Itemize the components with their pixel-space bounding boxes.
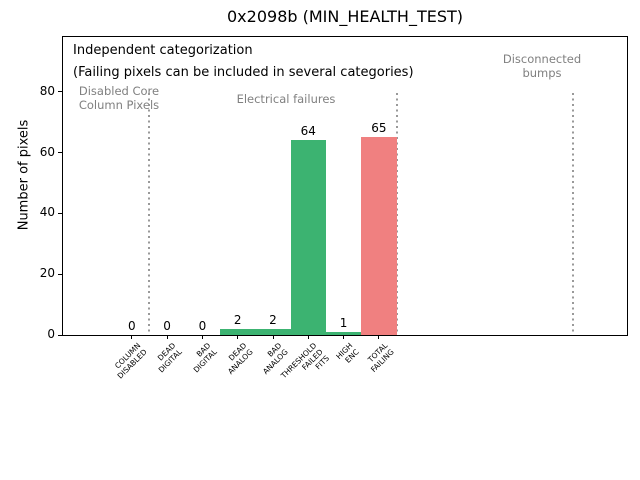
y-tick-label: 0 — [47, 327, 55, 341]
bar — [325, 331, 362, 335]
y-tick-mark — [58, 91, 62, 93]
plot-area: 0 COLUMN DISABLED 0 DEAD DIGITAL 0 BAD DIGITA… — [40, 36, 628, 380]
bar-value-label: 1 — [339, 315, 348, 330]
bar-value-label: 64 — [300, 124, 316, 139]
y-tick-mark — [58, 334, 62, 336]
bar — [361, 137, 397, 335]
x-tick-mark — [166, 335, 168, 339]
region-label-disconnected-bumps: Disconnected bumps — [502, 52, 582, 80]
bar-value-label: 65 — [371, 121, 387, 136]
bar — [220, 328, 256, 335]
annotation-independent-categorization: Independent categorization — [73, 43, 253, 58]
y-tick-mark — [58, 212, 62, 214]
bar-value-label: 2 — [269, 312, 277, 327]
x-tick-mark — [343, 335, 345, 339]
x-tick-mark — [237, 335, 239, 339]
annotation-failing-pixels-note: (Failing pixels can be included in sever… — [73, 65, 414, 80]
bar-value-label: 0 — [163, 319, 171, 333]
chart-title: 0x2098b (MIN_HEALTH_TEST) — [227, 7, 463, 26]
bar — [255, 328, 291, 335]
y-tick-label: 40 — [39, 205, 55, 220]
y-tick-mark — [58, 152, 62, 154]
bar-value-label: 2 — [233, 312, 242, 327]
x-tick-mark — [131, 335, 133, 339]
y-tick-label: 80 — [39, 83, 55, 98]
bar — [290, 140, 326, 335]
bar-value-label: 0 — [127, 319, 136, 333]
y-tick-mark — [58, 273, 62, 275]
separator-line — [572, 93, 575, 335]
y-tick-label: 20 — [39, 266, 55, 281]
region-label-disabled-core-column-pixels: Disabled Core Column Pixels — [78, 84, 160, 112]
y-tick-label: 60 — [39, 144, 55, 159]
region-label-electrical-failures: Electrical failures — [236, 92, 336, 106]
bar-value-label: 0 — [198, 319, 207, 333]
x-tick-mark — [201, 335, 203, 339]
x-tick-mark — [272, 335, 274, 339]
separator-line — [395, 93, 398, 335]
x-tick-mark — [307, 335, 309, 339]
separator-line — [148, 93, 151, 335]
x-tick-mark — [378, 335, 380, 339]
